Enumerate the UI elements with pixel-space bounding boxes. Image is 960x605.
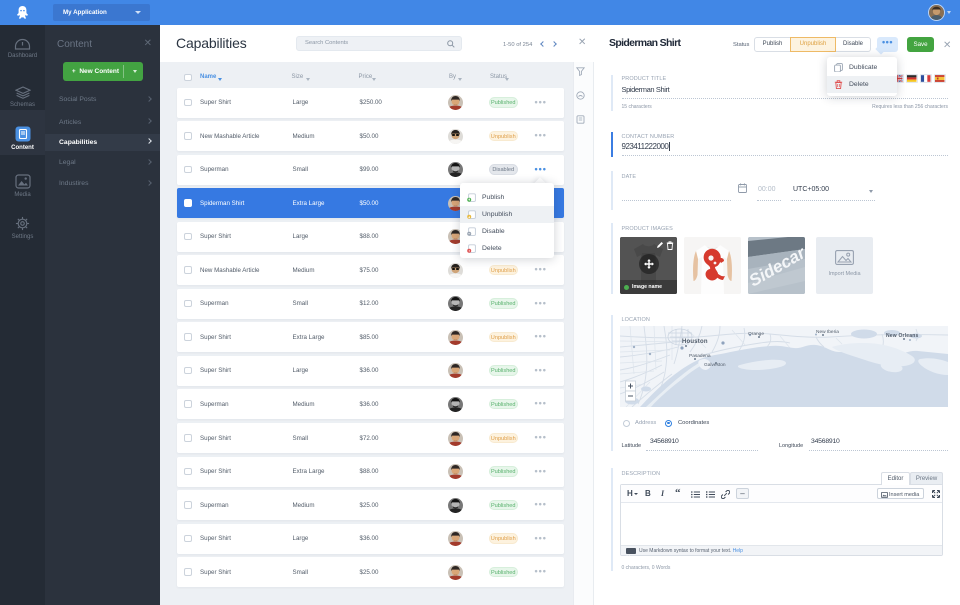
svg-text:Orange: Orange: [748, 331, 764, 337]
svg-text:New Orleans: New Orleans: [886, 333, 919, 339]
svg-text:New Iberia: New Iberia: [816, 329, 839, 335]
svg-text:Houston: Houston: [682, 339, 708, 345]
svg-text:Galveston: Galveston: [704, 362, 726, 368]
svg-text:Pasadena: Pasadena: [689, 353, 711, 359]
